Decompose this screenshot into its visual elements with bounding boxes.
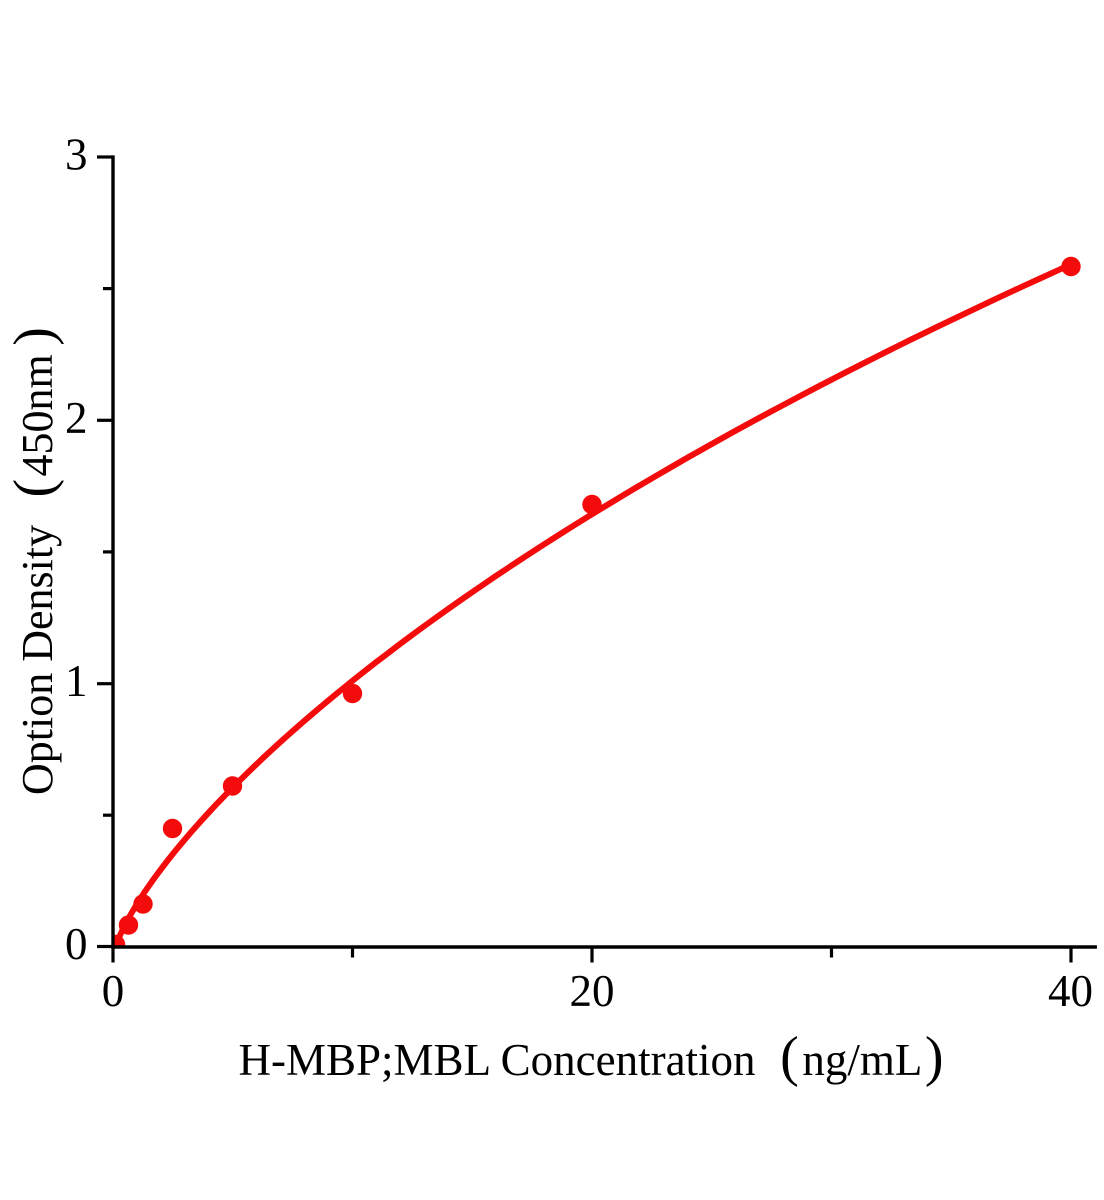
- svg-text:40: 40: [1048, 966, 1093, 1016]
- svg-text:Option Density(450nm): Option Density(450nm): [3, 327, 65, 795]
- svg-text:20: 20: [570, 966, 615, 1016]
- svg-text:1: 1: [65, 656, 88, 706]
- svg-text:H-MBP;MBL Concentration(ng/mL): H-MBP;MBL Concentration (ng/mL): [239, 1026, 944, 1088]
- svg-text:0: 0: [65, 919, 88, 969]
- svg-text:2: 2: [65, 393, 88, 443]
- svg-text:3: 3: [65, 130, 88, 180]
- svg-text:0: 0: [102, 966, 125, 1016]
